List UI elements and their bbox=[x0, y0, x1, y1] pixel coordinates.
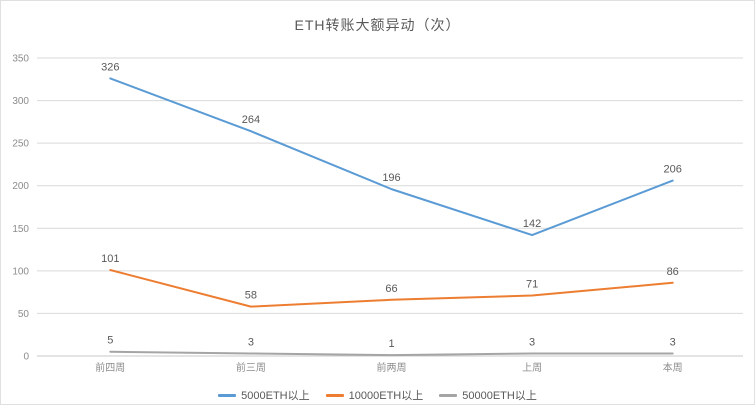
legend-line-marker bbox=[439, 393, 458, 397]
data-point-label: 264 bbox=[242, 114, 260, 126]
legend: 5000ETH以上 10000ETH以上 50000ETH以上 bbox=[1, 384, 754, 404]
line-chart-plot-area: 0 50 100 150 200 250 300 350 前四周 前三周 前两周 上周 本周 326 264… bbox=[12, 54, 743, 374]
legend-item[interactable]: 50000ETH以上 bbox=[439, 387, 537, 403]
series-line bbox=[109, 269, 674, 308]
y-axis-label: 300 bbox=[12, 96, 29, 107]
data-point-label: 3 bbox=[529, 336, 535, 348]
data-point-label: 1 bbox=[388, 338, 394, 350]
data-point-label: 101 bbox=[101, 253, 119, 265]
legend-line-marker bbox=[218, 393, 237, 397]
data-point-label: 196 bbox=[382, 172, 400, 184]
data-point-label: 3 bbox=[670, 336, 676, 348]
y-axis-label: 150 bbox=[12, 224, 29, 235]
data-point-label: 3 bbox=[248, 336, 254, 348]
y-axis-label: 200 bbox=[12, 181, 29, 192]
data-point-label: 142 bbox=[523, 218, 541, 230]
data-point-label: 58 bbox=[245, 290, 257, 302]
data-point-label: 5 bbox=[107, 335, 113, 347]
x-axis-label: 本周 bbox=[663, 361, 683, 374]
data-point-label: 326 bbox=[101, 61, 119, 73]
data-point-label: 71 bbox=[526, 279, 538, 291]
y-axis-label: 250 bbox=[12, 139, 29, 150]
data-point-label: 86 bbox=[667, 266, 679, 278]
series-line bbox=[109, 350, 674, 357]
legend-item[interactable]: 10000ETH以上 bbox=[325, 387, 424, 403]
x-axis-label: 上周 bbox=[522, 362, 542, 374]
legend-label: 5000ETH以上 bbox=[241, 390, 310, 402]
data-point-label: 66 bbox=[385, 283, 397, 295]
legend-line-marker bbox=[325, 393, 344, 397]
chart-title: ETH转账大额异动（次） bbox=[294, 17, 461, 33]
legend-item[interactable]: 5000ETH以上 bbox=[218, 387, 310, 403]
series-line bbox=[109, 77, 674, 237]
y-axis-label: 0 bbox=[23, 352, 29, 363]
y-axis-label: 50 bbox=[18, 309, 30, 320]
x-axis-label: 前三周 bbox=[236, 361, 266, 374]
legend-label: 50000ETH以上 bbox=[462, 390, 537, 402]
legend-label: 10000ETH以上 bbox=[348, 390, 424, 402]
data-point-label: 206 bbox=[664, 164, 682, 176]
y-axis-label: 350 bbox=[12, 54, 29, 65]
y-axis-label: 100 bbox=[12, 266, 29, 277]
x-axis-label: 前两周 bbox=[377, 361, 407, 374]
x-axis-label: 前四周 bbox=[95, 361, 125, 374]
